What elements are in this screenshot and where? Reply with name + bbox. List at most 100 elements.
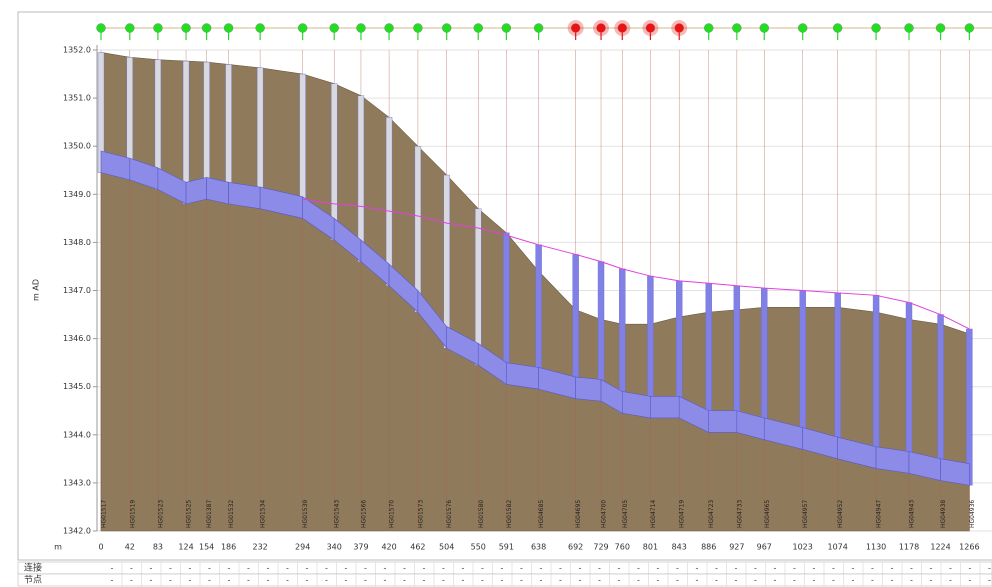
node-label: HG04685 (538, 500, 545, 528)
table-cell: - (247, 576, 250, 585)
table-cell: - (910, 564, 913, 573)
node-marker[interactable] (597, 24, 606, 33)
node-marker[interactable] (442, 24, 451, 33)
node-marker[interactable] (936, 24, 945, 33)
node-marker[interactable] (502, 24, 511, 33)
table-cell: - (325, 564, 328, 573)
x-tick-label: 420 (381, 543, 396, 552)
table-cell: - (735, 576, 738, 585)
node-label: HG01387 (206, 500, 213, 528)
table-cell: - (267, 564, 270, 573)
table-cell: - (579, 576, 582, 585)
table-cell: - (481, 564, 484, 573)
manhole (358, 96, 364, 262)
y-tick-label: 1352.0 (63, 46, 91, 55)
y-tick-label: 1346.0 (63, 334, 91, 343)
table-cell: - (969, 564, 972, 573)
node-marker[interactable] (905, 24, 914, 33)
y-tick-label: 1345.0 (63, 382, 91, 391)
node-marker[interactable] (704, 24, 713, 33)
profile-chart: m AD m 1342.01343.01344.01345.01346.0134… (0, 0, 992, 587)
pipe (622, 392, 650, 418)
pipe (941, 459, 970, 485)
pipe (229, 182, 261, 208)
node-label: HG04700 (601, 500, 608, 528)
node-marker[interactable] (833, 24, 842, 33)
node-marker[interactable] (182, 24, 191, 33)
table-cell: - (949, 564, 952, 573)
node-marker[interactable] (534, 24, 543, 33)
node-marker[interactable] (732, 24, 741, 33)
table-cell: - (559, 576, 562, 585)
table-cell: - (520, 576, 523, 585)
x-tick-label: 294 (295, 543, 310, 552)
node-label: HG04943 (909, 500, 916, 528)
node-marker[interactable] (965, 24, 974, 33)
y-tick-label: 1351.0 (63, 94, 91, 103)
table-cell: - (130, 576, 133, 585)
node-marker[interactable] (798, 24, 807, 33)
node-label: HG04957 (802, 500, 809, 528)
table-cell: - (579, 564, 582, 573)
pipe (186, 177, 207, 203)
table-cell: - (696, 576, 699, 585)
x-tick-label: 843 (672, 543, 687, 552)
table-cell: - (598, 576, 601, 585)
node-marker[interactable] (474, 24, 483, 33)
table-cell: - (189, 576, 192, 585)
table-cell: - (657, 564, 660, 573)
node-label: HG01566 (360, 500, 367, 528)
node-label: HG01576 (446, 500, 453, 528)
table-row (18, 562, 992, 574)
node-marker[interactable] (153, 24, 162, 33)
table-cell: - (540, 576, 543, 585)
pipe (876, 447, 909, 473)
node-label: HG04733 (736, 500, 743, 528)
table-cell: - (988, 564, 991, 573)
table-cell: - (754, 576, 757, 585)
node-marker[interactable] (202, 24, 211, 33)
table-cell: - (442, 576, 445, 585)
node-marker[interactable] (97, 24, 106, 33)
table-cell: - (871, 576, 874, 585)
pipe (576, 377, 601, 401)
node-marker[interactable] (224, 24, 233, 33)
pipe (506, 363, 538, 389)
table-cell: - (559, 564, 562, 573)
table-row (18, 574, 992, 586)
node-label: HG01570 (389, 500, 396, 528)
x-tick-label: 886 (701, 543, 716, 552)
table-cell: - (832, 564, 835, 573)
node-marker[interactable] (413, 24, 422, 33)
node-marker[interactable] (571, 24, 580, 33)
table-cell: - (169, 564, 172, 573)
node-marker[interactable] (330, 24, 339, 33)
node-marker[interactable] (125, 24, 134, 33)
table-cell: - (306, 576, 309, 585)
x-tick-label: 550 (471, 543, 486, 552)
table-cell: - (540, 564, 543, 573)
table-cell: - (150, 564, 153, 573)
node-label: HG04965 (764, 500, 771, 528)
y-tick-label: 1344.0 (63, 430, 91, 439)
node-marker[interactable] (256, 24, 265, 33)
y-tick-label: 1347.0 (63, 286, 91, 295)
table-cell: - (111, 564, 114, 573)
table-cell: - (111, 576, 114, 585)
node-marker[interactable] (618, 24, 627, 33)
node-marker[interactable] (298, 24, 307, 33)
node-marker[interactable] (872, 24, 881, 33)
node-marker[interactable] (385, 24, 394, 33)
x-tick-label: 1178 (899, 543, 919, 552)
node-marker[interactable] (356, 24, 365, 33)
x-tick-label: 186 (221, 543, 236, 552)
x-tick-label: 379 (353, 543, 368, 552)
table-cell: - (969, 576, 972, 585)
table-cell: - (130, 564, 133, 573)
node-marker[interactable] (675, 24, 684, 33)
node-label: HG01539 (302, 500, 309, 528)
table-cell: - (442, 564, 445, 573)
node-label: HG04947 (876, 500, 883, 528)
node-marker[interactable] (760, 24, 769, 33)
node-marker[interactable] (646, 24, 655, 33)
